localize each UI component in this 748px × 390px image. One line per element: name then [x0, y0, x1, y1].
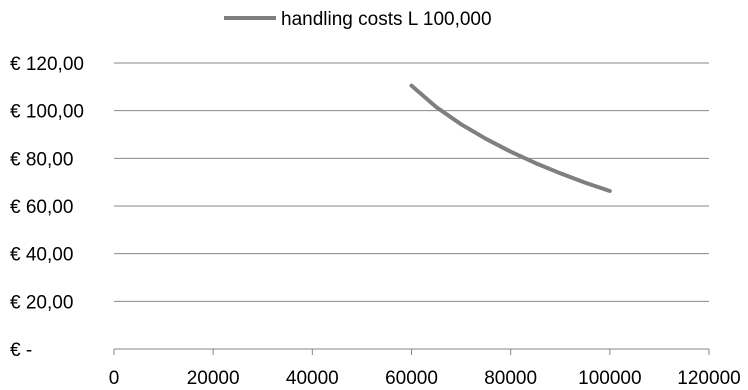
x-tick-label: 100000: [578, 368, 641, 389]
data-point: [533, 161, 538, 165]
legend-label: handling costs L 100,000: [281, 9, 492, 30]
data-point: [434, 105, 438, 109]
legend: handling costs L 100,000: [224, 9, 492, 30]
x-tick-label: 120000: [677, 368, 740, 389]
data-point: [459, 122, 463, 126]
data-point: [484, 137, 488, 141]
series-line-0: [409, 83, 612, 193]
y-tick-label: € 60,00: [10, 197, 73, 218]
x-tick-label: 80000: [484, 368, 537, 389]
x-tick-label: 20000: [187, 368, 240, 389]
x-tick-label: 40000: [286, 368, 339, 389]
data-point: [608, 189, 612, 193]
y-tick-label: € 120,00: [10, 54, 84, 75]
data-point: [509, 150, 513, 154]
y-tick-label: € 40,00: [10, 245, 73, 266]
y-tick-label: € 80,00: [10, 149, 73, 170]
y-tick-label: € 20,00: [10, 292, 73, 313]
y-tick-label: € -: [10, 340, 32, 361]
data-point: [583, 181, 587, 185]
x-tick-label: 60000: [385, 368, 438, 389]
series-layer: [409, 83, 612, 193]
x-axis-ticks: [113, 349, 710, 355]
y-tick-label: € 100,00: [10, 102, 84, 123]
data-point: [558, 171, 562, 175]
x-axis-tick-labels: 0 20000 40000 60000 80000 100000 120000: [109, 368, 741, 389]
y-axis-tick-labels: € - € 20,00 € 40,00 € 60,00 € 80,00 € 100,00 €…: [10, 54, 84, 361]
data-point: [409, 84, 414, 88]
x-tick-label: 0: [109, 368, 120, 389]
gridlines: [114, 62, 709, 302]
